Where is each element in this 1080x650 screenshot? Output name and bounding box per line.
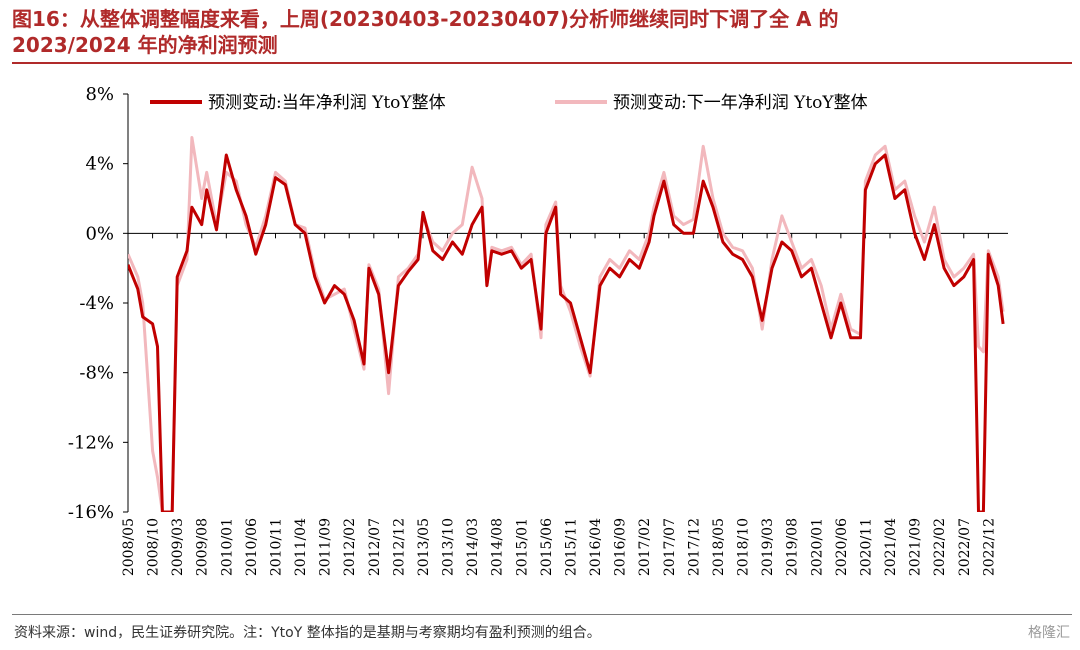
- x-tick-label: 2014/08: [490, 518, 506, 576]
- y-tick-label: -8%: [79, 363, 114, 384]
- x-tick-label: 2009/08: [195, 518, 211, 576]
- x-tick-label: 2021/09: [908, 518, 924, 576]
- y-tick-label: -4%: [79, 293, 114, 314]
- title-line-2: 2023/2024 年的净利润预测: [12, 33, 278, 57]
- x-tick-label: 2013/05: [416, 518, 432, 576]
- x-tick-label: 2010/11: [268, 518, 284, 576]
- title-divider: [12, 62, 1072, 64]
- x-tick-label: 2016/09: [613, 518, 629, 576]
- x-tick-label: 2018/10: [736, 518, 752, 576]
- x-tick-label: 2012/02: [342, 518, 358, 576]
- series-line-1: [128, 153, 1005, 512]
- watermark-logo: 格隆汇: [1028, 625, 1070, 641]
- title-line-1: 图16：从整体调整幅度来看，上周(20230403-20230407)分析师继续…: [12, 7, 839, 31]
- legend-label-2: 预测变动:下一年净利润 YtoY整体: [613, 93, 868, 113]
- x-tick-label: 2011/09: [318, 518, 334, 576]
- x-tick-label: 2016/04: [588, 518, 604, 576]
- x-tick-label: 2015/11: [563, 518, 579, 576]
- y-tick-label: -16%: [68, 502, 114, 523]
- x-tick-label: 2017/12: [686, 518, 702, 576]
- x-tick-label: 2020/11: [858, 518, 874, 576]
- x-tick-label: 2018/05: [711, 518, 727, 576]
- x-tick-label: 2019/03: [760, 518, 776, 576]
- x-tick-label: 2008/05: [121, 518, 137, 576]
- source-divider: [12, 614, 1072, 615]
- x-tick-label: 2012/07: [367, 518, 383, 576]
- source-note: 资料来源：wind，民生证券研究院。注：YtoY 整体指的是基期与考察期均有盈利…: [14, 625, 601, 641]
- x-tick-label: 2019/08: [785, 518, 801, 576]
- legend-label-1: 预测变动:当年净利润 YtoY整体: [208, 93, 446, 113]
- x-tick-label: 2009/03: [170, 518, 186, 576]
- x-tick-label: 2010/06: [244, 518, 260, 576]
- y-tick-label: -12%: [68, 432, 114, 453]
- x-axis: 2008/05 2008/10 2009/03 2009/08 2010/01 2010/…: [121, 232, 1008, 576]
- series-layer: [128, 136, 1005, 512]
- legend: 预测变动:当年净利润 YtoY整体 预测变动:下一年净利润 YtoY整体: [150, 93, 868, 113]
- x-tick-label: 2022/12: [981, 518, 997, 576]
- x-tick-label: 2015/01: [514, 518, 530, 576]
- x-tick-label: 2012/12: [391, 518, 407, 576]
- x-tick-label: 2020/06: [834, 518, 850, 576]
- series-line-2: [128, 136, 1005, 512]
- x-tick-label: 2021/04: [883, 518, 899, 576]
- x-tick-label: 2014/03: [465, 518, 481, 576]
- y-axis: 8% 4% 0% -4% -8% -12% -16%: [68, 84, 129, 523]
- y-tick-label: 8%: [85, 84, 114, 105]
- x-tick-label: 2008/10: [146, 518, 162, 576]
- y-tick-label: 0%: [85, 223, 114, 244]
- x-tick-label: 2022/02: [932, 518, 948, 576]
- y-tick-label: 4%: [85, 154, 114, 175]
- x-tick-label: 2011/04: [293, 518, 309, 576]
- x-tick-label: 2022/07: [957, 518, 973, 576]
- x-tick-label: 2017/07: [662, 518, 678, 576]
- x-tick-label: 2010/01: [219, 518, 235, 576]
- x-tick-label: 2020/01: [809, 518, 825, 576]
- chart-title: 图16：从整体调整幅度来看，上周(20230403-20230407)分析师继续…: [12, 6, 1072, 58]
- x-tick-label: 2017/02: [637, 518, 653, 576]
- line-chart: 8% 4% 0% -4% -8% -12% -16% 2008/05 2008/10 2009/…: [68, 84, 1008, 576]
- x-tick-label: 2015/06: [539, 518, 555, 576]
- x-tick-label: 2013/10: [441, 518, 457, 576]
